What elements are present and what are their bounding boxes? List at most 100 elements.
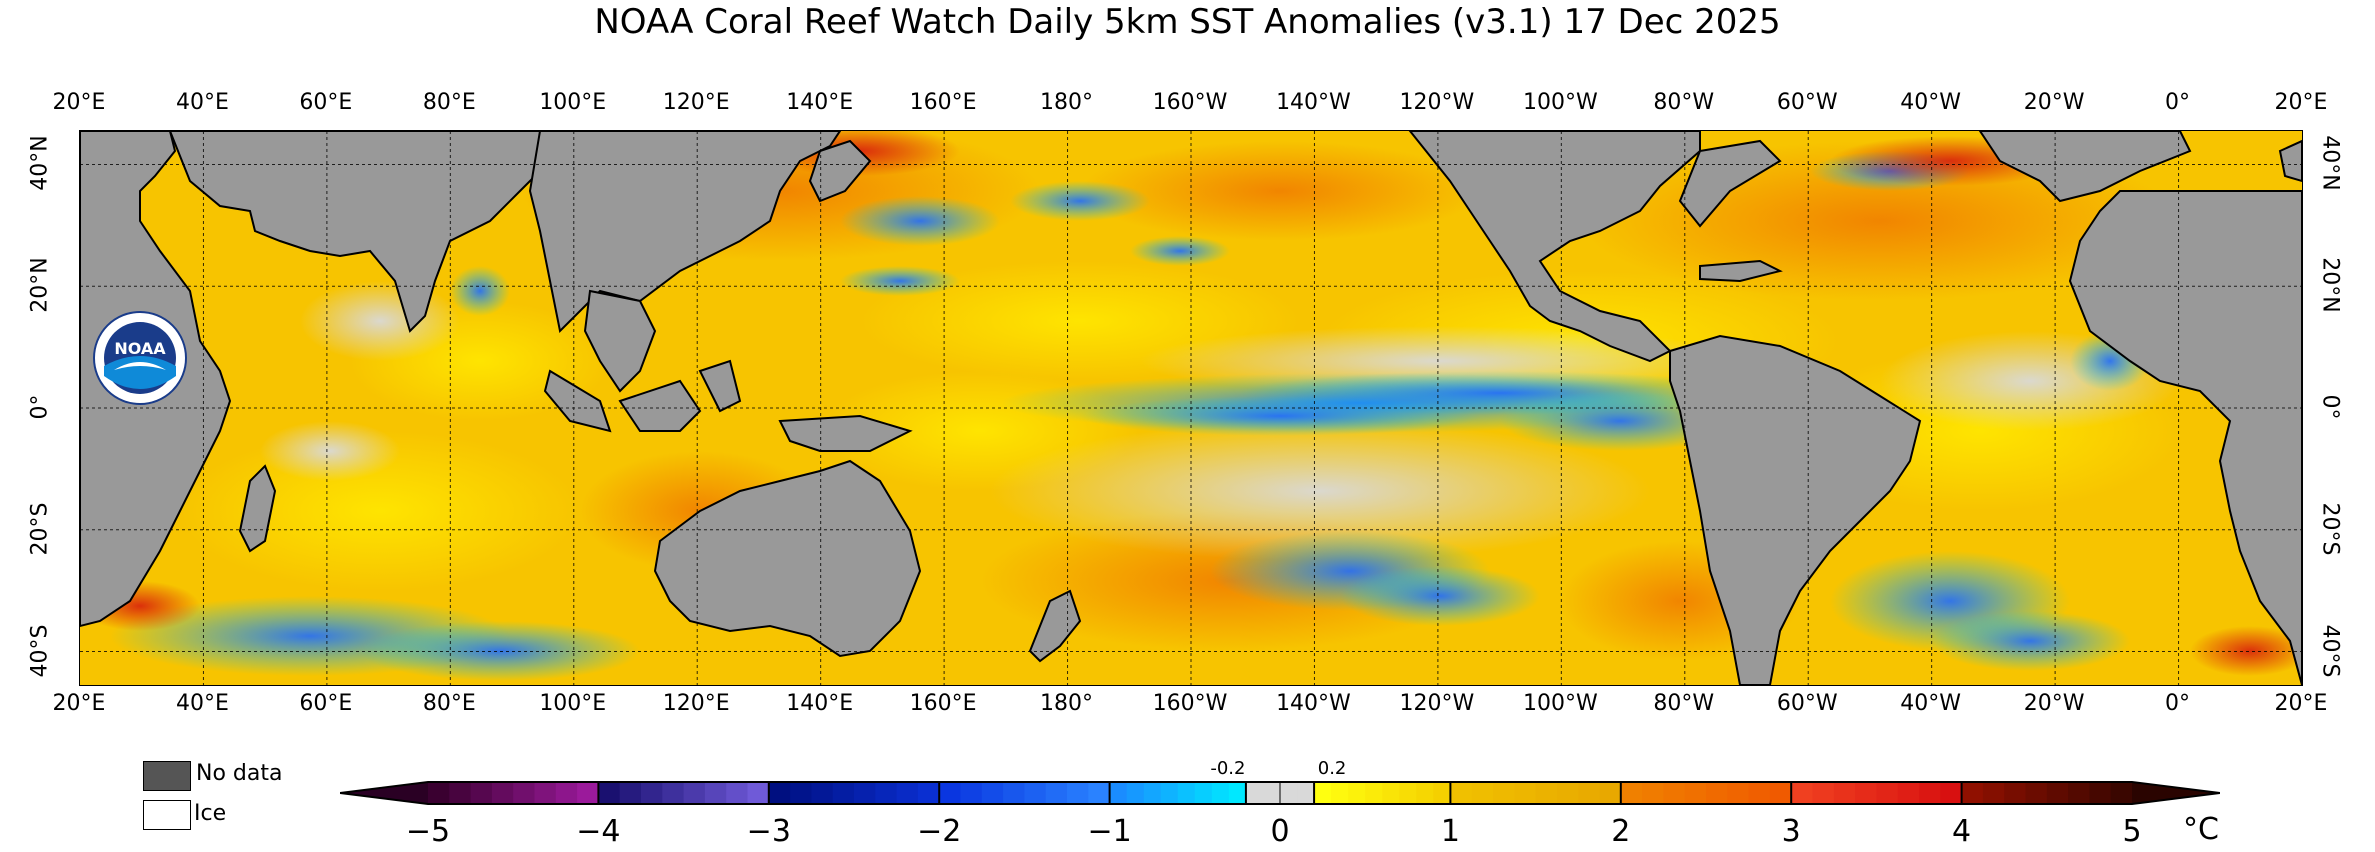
colorbar-segment — [598, 782, 621, 804]
longitude-label: 80°W — [1653, 691, 1715, 716]
colorbar-segment — [2046, 782, 2069, 804]
colorbar-segment — [1535, 782, 1558, 804]
graticule — [80, 131, 2302, 685]
latitude-label: 20°S — [2317, 502, 2343, 556]
longitude-label: 40°E — [175, 90, 229, 115]
colorbar-segment — [1556, 782, 1579, 804]
colorbar-segment — [1262, 782, 1272, 804]
longitude-label: 40°W — [1900, 691, 1962, 716]
colorbar-segment — [1982, 782, 2005, 804]
colorbar-segment — [704, 782, 727, 804]
colorbar-segment — [1833, 782, 1856, 804]
colorbar-segment — [1433, 782, 1451, 804]
colorbar-segment — [2089, 782, 2112, 804]
latitude-label: 40°S — [27, 624, 53, 677]
colorbar-segment — [1812, 782, 1835, 804]
colorbar-segment — [1067, 782, 1089, 804]
colorbar-segment — [1109, 782, 1128, 804]
colorbar-segment — [768, 782, 791, 804]
colorbar-segment — [1348, 782, 1366, 804]
latitude-label: 20°N — [2317, 257, 2343, 313]
longitude-label: 180° — [1040, 90, 1094, 115]
longitude-label: 100°W — [1522, 90, 1598, 115]
map-title: NOAA Coral Reef Watch Daily 5km SST Anom… — [594, 2, 1781, 42]
latitude-label: 40°S — [2317, 624, 2343, 677]
colorbar-segment — [1297, 782, 1307, 804]
colorbar-tick-label: 3 — [1781, 814, 1801, 849]
latitude-label: 20°N — [27, 257, 53, 313]
colorbar-tick-label: 0 — [1270, 814, 1290, 849]
longitude-label: 140°W — [1276, 90, 1351, 115]
colorbar-segment — [577, 782, 599, 804]
longitude-label: 160°E — [909, 90, 977, 115]
longitude-label: 0° — [2165, 691, 2191, 716]
colorbar-segment — [1045, 782, 1068, 804]
europe — [1978, 131, 2192, 203]
longitude-label: 20°E — [52, 691, 106, 716]
colorbar-segment — [1919, 782, 1941, 804]
longitude-label: 180° — [1040, 691, 1094, 716]
colorbar-segment — [1228, 782, 1247, 804]
colorbar-segment — [1493, 782, 1515, 804]
borneo — [618, 379, 702, 432]
cuba — [1699, 259, 1783, 283]
latitude-label: 40°N — [27, 135, 53, 192]
longitude-label: 160°E — [909, 691, 977, 716]
colorbar-segment — [1416, 782, 1434, 804]
longitude-label: 40°E — [175, 691, 229, 716]
colorbar-segment — [1599, 782, 1622, 804]
longitude-label: 20°W — [2023, 90, 2085, 115]
colorbar-segment — [1382, 782, 1400, 804]
colorbar-segment — [470, 782, 493, 804]
colorbar-segment — [1855, 782, 1877, 804]
longitude-label: 160°W — [1152, 691, 1228, 716]
longitude-label: 140°W — [1276, 691, 1351, 716]
colorbar-tick-label: −5 — [405, 814, 451, 849]
latitude-label: 20°S — [27, 502, 53, 556]
colorbar-segment — [1177, 782, 1196, 804]
colorbar-segment — [1471, 782, 1494, 804]
colorbar-segment — [1642, 782, 1664, 804]
colorbar-segment — [1126, 782, 1145, 804]
arabia-edge — [2278, 139, 2302, 183]
colorbar-segment — [1706, 782, 1728, 804]
colorbar-segment — [1748, 782, 1771, 804]
colorbar-segment — [662, 782, 685, 804]
colorbar-segment — [1620, 782, 1643, 804]
colorbar-tick-label: 5 — [2122, 814, 2142, 849]
colorbar-segment — [449, 782, 472, 804]
colorbar-tick-label: −1 — [1087, 814, 1132, 849]
north-america — [1408, 131, 1701, 363]
longitude-label: 20°E — [2274, 90, 2328, 115]
colorbar-segment — [832, 782, 855, 804]
africa-east — [2068, 190, 2302, 685]
latitude-label: 0° — [2317, 394, 2343, 420]
colorbar-segment — [2110, 782, 2133, 804]
longitude-label: 80°E — [422, 691, 476, 716]
longitude-label: 120°W — [1399, 691, 1475, 716]
longitude-label: 20°E — [52, 90, 106, 115]
colorbar-segment — [555, 782, 578, 804]
longitude-label: 60°E — [299, 691, 353, 716]
map-canvas — [80, 131, 2302, 685]
colorbar-segment — [1003, 782, 1025, 804]
colorbar-segment — [981, 782, 1004, 804]
colorbar-tick-label: −4 — [576, 814, 621, 849]
colorbar-segment — [641, 782, 663, 804]
colorbar-segment — [1578, 782, 1600, 804]
colorbar-segment — [534, 782, 557, 804]
colorbar-small-tick-label: 0.2 — [1317, 758, 1347, 779]
colorbar-segment — [1769, 782, 1792, 804]
colorbar-segment — [811, 782, 834, 804]
colorbar-segment — [854, 782, 876, 804]
colorbar-segment — [1194, 782, 1213, 804]
longitude-label: 20°W — [2023, 691, 2085, 716]
longitude-label: 60°W — [1776, 90, 1838, 115]
colorbar-outline — [340, 781, 2220, 805]
colorbar-tick-label: 2 — [1611, 814, 1631, 849]
colorbar-segment — [2025, 782, 2048, 804]
colorbar-segment — [1271, 782, 1281, 804]
sulawesi — [698, 359, 742, 413]
colorbar — [340, 781, 2220, 805]
colorbar-segment — [1399, 782, 1417, 804]
